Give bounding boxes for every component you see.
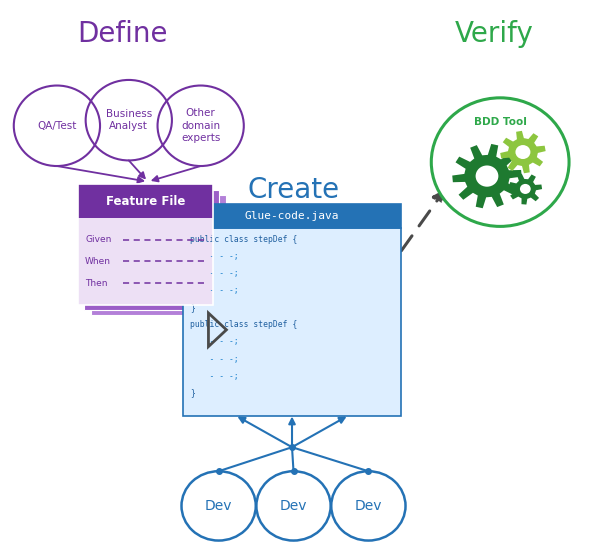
Text: Glue-code.java: Glue-code.java <box>245 211 339 221</box>
Text: }: } <box>190 304 195 312</box>
Text: - - -;: - - -; <box>190 372 238 381</box>
Text: Dev: Dev <box>280 499 307 513</box>
FancyBboxPatch shape <box>183 204 401 229</box>
FancyBboxPatch shape <box>91 195 226 315</box>
Text: - - -;: - - -; <box>190 286 238 295</box>
Polygon shape <box>509 174 542 205</box>
Polygon shape <box>500 131 546 173</box>
Text: - - -;: - - -; <box>190 252 238 261</box>
Text: Define: Define <box>77 20 168 48</box>
Text: Feature File: Feature File <box>105 195 185 208</box>
Polygon shape <box>452 144 522 209</box>
Circle shape <box>431 98 569 226</box>
Text: Verify: Verify <box>455 20 534 48</box>
Circle shape <box>520 184 531 194</box>
Text: BDD Tool: BDD Tool <box>474 117 527 127</box>
Text: Business
Analyst: Business Analyst <box>105 109 152 131</box>
Text: Other
domain
experts: Other domain experts <box>181 108 220 143</box>
Text: public class stepDef {: public class stepDef { <box>190 235 297 244</box>
FancyBboxPatch shape <box>78 184 213 218</box>
Text: Dev: Dev <box>205 499 232 513</box>
Text: public class stepDef {: public class stepDef { <box>190 320 297 329</box>
Text: }: } <box>190 389 195 397</box>
Text: - - -;: - - -; <box>190 354 238 363</box>
Text: Given: Given <box>85 235 111 244</box>
FancyBboxPatch shape <box>84 190 219 310</box>
Text: Create: Create <box>247 176 340 204</box>
Text: - - -;: - - -; <box>190 338 238 347</box>
Text: Then: Then <box>85 278 108 287</box>
Text: When: When <box>85 257 111 266</box>
Circle shape <box>516 145 531 159</box>
Text: Dev: Dev <box>355 499 382 513</box>
Text: - - -;: - - -; <box>190 269 238 278</box>
Circle shape <box>476 165 498 187</box>
Text: QA/Test: QA/Test <box>37 121 77 131</box>
FancyBboxPatch shape <box>183 229 401 416</box>
FancyBboxPatch shape <box>78 218 213 305</box>
